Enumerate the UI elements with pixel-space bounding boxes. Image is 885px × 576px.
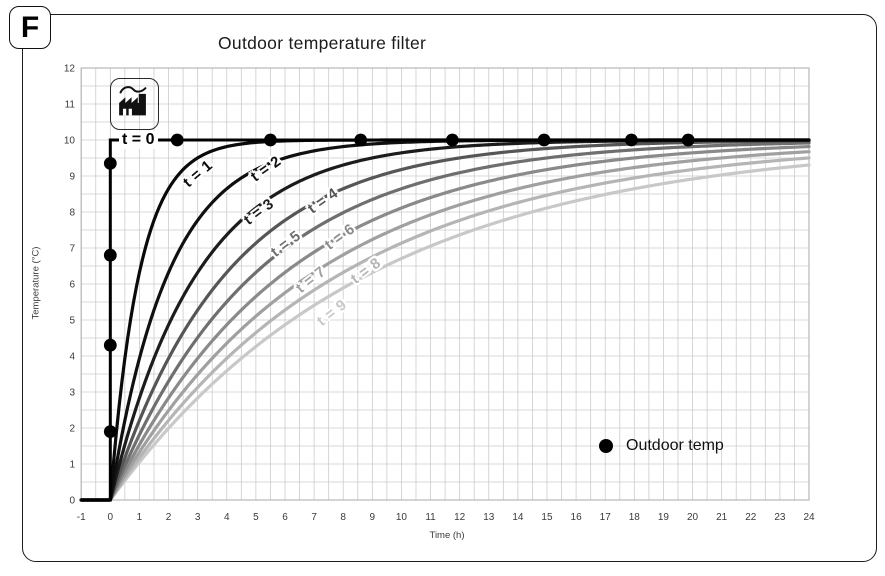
outdoor-temp-marker (537, 133, 551, 147)
x-tick-label: 19 (658, 512, 670, 523)
x-tick-label: 3 (195, 512, 201, 523)
x-tick-label: 20 (687, 512, 699, 523)
outdoor-temp-marker (681, 133, 695, 147)
curve-label-t0: t = 0 (119, 131, 158, 149)
filter-curve (79, 141, 811, 502)
filter-curve (79, 150, 811, 502)
y-tick-label: 7 (69, 244, 75, 255)
legend: Outdoor temp (599, 437, 724, 455)
x-tick-label: 24 (803, 512, 815, 523)
x-tick-label: 14 (512, 512, 524, 523)
y-tick-label: 12 (64, 64, 76, 75)
y-tick-label: 9 (69, 172, 75, 183)
x-tick-label: -1 (77, 512, 86, 523)
x-tick-label: 5 (253, 512, 259, 523)
x-tick-label: 11 (425, 512, 436, 523)
plot-border (80, 67, 810, 501)
y-tick-label: 3 (69, 388, 75, 399)
outdoor-temp-marker (103, 425, 117, 438)
x-tick-label: 8 (340, 512, 346, 523)
outdoor-temp-marker (103, 338, 117, 352)
legend-dot-icon (599, 439, 613, 453)
y-tick-label: 8 (69, 208, 75, 219)
filter-curve (79, 156, 811, 502)
outdoor-temp-marker (264, 133, 277, 147)
x-tick-label: 23 (774, 512, 786, 523)
outdoor-temp-marker (103, 248, 117, 262)
figure-label: F (20, 10, 40, 44)
filter-curve (79, 163, 811, 502)
figure-label-badge: F (9, 6, 51, 49)
x-tick-label: 1 (137, 512, 143, 523)
x-tick-label: 6 (282, 512, 288, 523)
y-tick-label: 10 (64, 136, 76, 147)
x-tick-label: 16 (571, 512, 583, 523)
outdoor-temp-marker (445, 133, 459, 147)
x-tick-label: 7 (311, 512, 317, 523)
outdoor-temp-marker (625, 133, 638, 147)
x-tick-label: 22 (745, 512, 757, 523)
step-input-line (81, 138, 809, 502)
factory-icon-glyph (119, 86, 147, 116)
y-axis-title: Temperature (°C) (30, 246, 42, 320)
figure-frame (22, 14, 877, 562)
y-tick-label: 0 (69, 496, 75, 507)
x-tick-label: 12 (454, 512, 466, 523)
y-tick-label: 5 (69, 316, 75, 327)
y-tick-label: 2 (69, 424, 75, 435)
outdoor-temp-marker (354, 133, 368, 147)
y-tick-label: 11 (65, 100, 76, 111)
x-tick-label: 10 (396, 512, 408, 523)
outdoor-temp-marker (170, 133, 184, 147)
x-axis-title: Time (h) (429, 530, 465, 541)
legend-label: Outdoor temp (626, 437, 724, 454)
factory-icon (110, 78, 159, 130)
x-tick-label: 18 (629, 512, 641, 523)
filter-curve (79, 144, 811, 502)
outdoor-temp-marker (103, 157, 117, 170)
x-tick-label: 15 (541, 512, 553, 523)
chart-title: Outdoor temperature filter (218, 33, 427, 53)
x-tick-label: 13 (483, 512, 495, 523)
x-tick-label: 17 (600, 512, 612, 523)
x-tick-label: 2 (166, 512, 172, 523)
x-tick-label: 4 (224, 512, 230, 523)
y-tick-label: 1 (69, 460, 75, 471)
y-tick-label: 6 (69, 280, 75, 291)
x-tick-label: 21 (716, 512, 728, 523)
x-tick-label: 9 (370, 512, 376, 523)
x-tick-label: 0 (108, 512, 114, 523)
y-tick-label: 4 (69, 352, 75, 363)
